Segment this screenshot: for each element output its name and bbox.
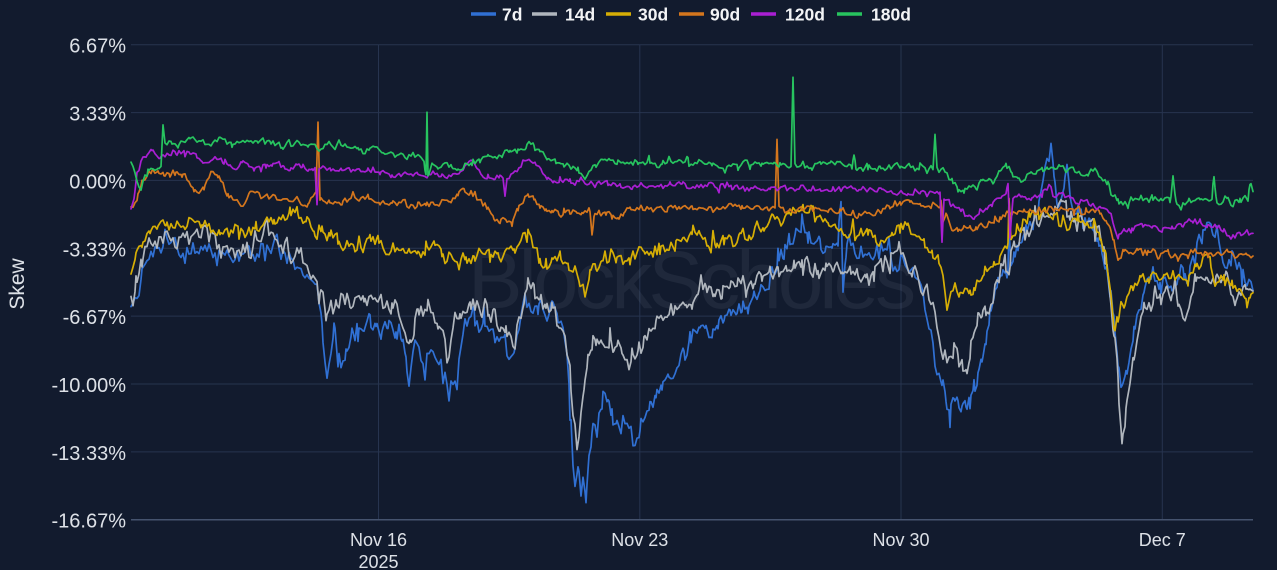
svg-text:Nov 30: Nov 30 — [872, 530, 929, 550]
svg-text:30d: 30d — [638, 5, 668, 25]
svg-text:180d: 180d — [871, 5, 911, 25]
svg-text:Nov 16: Nov 16 — [350, 530, 407, 550]
svg-text:3.33%: 3.33% — [69, 104, 126, 126]
svg-text:-6.67%: -6.67% — [63, 307, 127, 329]
svg-text:14d: 14d — [565, 5, 595, 25]
svg-text:-3.33%: -3.33% — [63, 239, 127, 261]
svg-text:7d: 7d — [502, 5, 522, 25]
svg-text:-10.00%: -10.00% — [52, 375, 127, 397]
svg-text:Skew: Skew — [6, 257, 29, 309]
svg-text:6.67%: 6.67% — [69, 36, 126, 58]
svg-text:Dec 7: Dec 7 — [1139, 530, 1186, 550]
svg-text:90d: 90d — [710, 5, 740, 25]
svg-text:-16.67%: -16.67% — [52, 511, 127, 533]
svg-text:0.00%: 0.00% — [69, 171, 126, 193]
svg-text:Nov 23: Nov 23 — [611, 530, 668, 550]
svg-text:2025: 2025 — [358, 552, 398, 570]
svg-text:120d: 120d — [785, 5, 825, 25]
svg-text:-13.33%: -13.33% — [52, 443, 127, 465]
